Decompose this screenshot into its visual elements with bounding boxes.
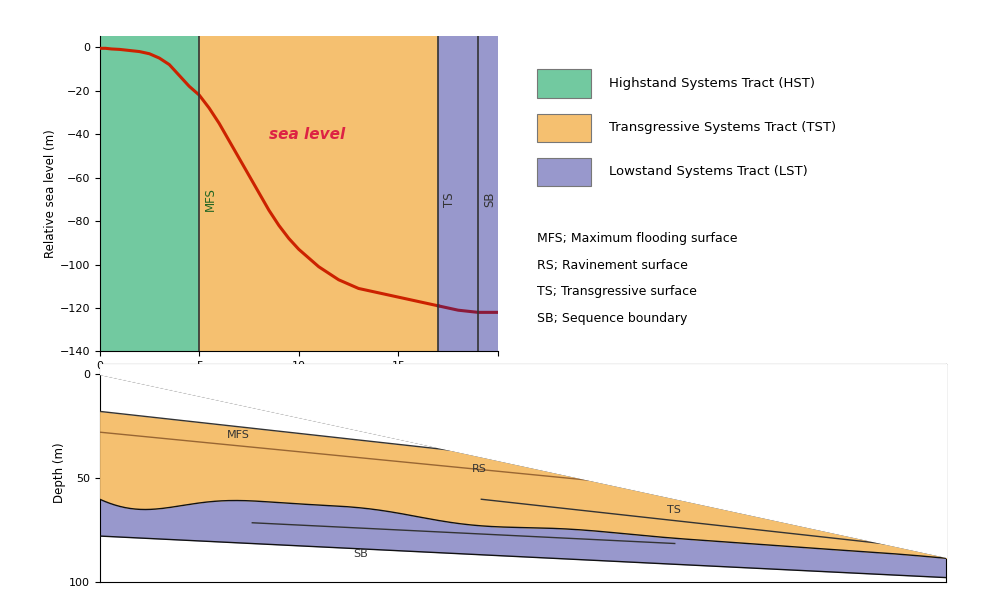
Text: TS; Transgressive surface: TS; Transgressive surface [537,285,697,298]
Bar [537,113,591,142]
Bar [100,36,199,351]
Text: SB: SB [354,549,369,559]
Y-axis label: Depth (m): Depth (m) [53,442,66,503]
Text: Highstand Systems Tract (HST): Highstand Systems Tract (HST) [609,77,815,90]
Text: SB: SB [483,191,496,207]
Text: RS: RS [472,464,487,474]
Text: 20Age (ka): 20Age (ka) [494,378,559,390]
Text: Lowstand Systems Tract (LST): Lowstand Systems Tract (LST) [609,165,808,178]
Text: MFS: MFS [227,430,249,441]
Bar [438,36,498,351]
Text: MFS; Maximum flooding surface: MFS; Maximum flooding surface [537,231,737,245]
Text: SB; Sequence boundary: SB; Sequence boundary [537,312,687,325]
Text: RS; Ravinement surface: RS; Ravinement surface [537,259,687,271]
Bar [537,158,591,186]
Bar [199,36,438,351]
Text: sea level: sea level [269,127,346,142]
Text: TS: TS [443,192,456,207]
Y-axis label: Relative sea level (m): Relative sea level (m) [44,130,57,258]
Text: MFS: MFS [204,187,217,211]
Bar [537,70,591,98]
Text: TS: TS [667,505,680,515]
Text: Transgressive Systems Tract (TST): Transgressive Systems Tract (TST) [609,121,836,135]
